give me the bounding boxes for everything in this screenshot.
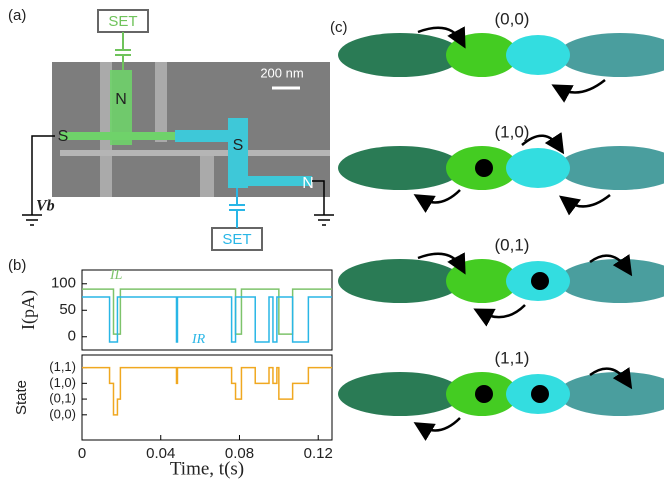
panel-label: (b): [8, 257, 26, 274]
tunnel-arrow: [565, 195, 610, 206]
electron: [475, 385, 493, 403]
lead-label: S: [58, 128, 69, 145]
state-label: (0,1): [495, 235, 530, 254]
lead-right: [558, 33, 664, 77]
bias-label: Vb: [36, 198, 55, 215]
figure: (a) SET SET 200 nm N S S N Vb (b) (c) 0 5…: [0, 0, 664, 492]
lead-left: [338, 33, 462, 77]
panel-label: (a): [8, 7, 26, 24]
tunnel-arrow: [420, 190, 460, 203]
lead-label: N: [302, 175, 314, 192]
y-tick-label: (1,0): [49, 375, 76, 390]
lead-label: S: [233, 137, 244, 154]
x-tick-label: 0.12: [304, 445, 333, 462]
x-tick-label: 0: [78, 445, 86, 462]
series-line: [82, 289, 332, 334]
lead-right: [558, 259, 664, 303]
y-tick-label: (0,0): [49, 406, 76, 421]
gate: [200, 150, 214, 197]
dot-right: [506, 35, 570, 75]
gate: [60, 150, 330, 156]
tunnel-arrow: [420, 418, 460, 431]
legend-label: IR: [191, 332, 206, 347]
gate: [155, 62, 167, 142]
panel-label: (c): [330, 19, 348, 36]
state-label: (1,0): [495, 122, 530, 141]
electron: [531, 272, 549, 290]
y-tick-label: (0,1): [49, 391, 76, 406]
tunnel-arrow: [480, 305, 525, 317]
lead-right: [175, 130, 230, 142]
y-tick-label: (1,1): [49, 359, 76, 374]
y-tick-label: 50: [59, 301, 76, 318]
lead-left: [338, 146, 462, 190]
lead-label: N: [115, 91, 127, 108]
lead-right: [558, 146, 664, 190]
x-axis-label: Time, t(s): [170, 458, 244, 479]
tunnel-arrow: [558, 80, 605, 93]
y-axis-label: State: [13, 380, 30, 415]
set-label: SET: [108, 13, 137, 30]
state-label: (0,0): [495, 9, 530, 28]
series-line: [82, 368, 332, 415]
series-line: [82, 297, 332, 342]
state-label: (1,1): [495, 348, 530, 367]
lead-left: [338, 372, 462, 416]
dot-right: [506, 148, 570, 188]
lead-left: [60, 132, 175, 140]
lead-right: [240, 176, 312, 186]
electron: [475, 159, 493, 177]
set-label: SET: [222, 231, 251, 248]
lead-right: [558, 372, 664, 416]
y-axis-label: I(pA): [18, 290, 39, 330]
y-tick-label: 0: [68, 328, 76, 345]
legend-label: IL: [109, 268, 123, 283]
lead-left: [338, 259, 462, 303]
y-tick-label: 100: [51, 275, 76, 292]
electron: [531, 385, 549, 403]
scale-bar-label: 200 nm: [260, 65, 303, 80]
